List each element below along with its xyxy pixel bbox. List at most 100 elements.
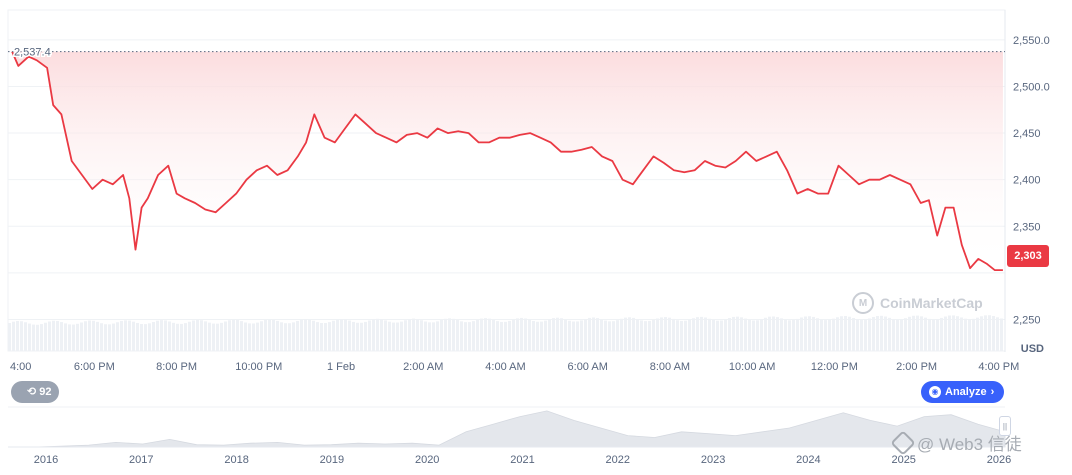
volume-bar	[316, 322, 319, 351]
analyze-label: Analyze	[945, 386, 987, 398]
volume-bar	[536, 321, 539, 351]
volume-bar	[476, 319, 479, 351]
volume-bar	[492, 319, 495, 351]
y-tick-label: 2,550.0	[1013, 35, 1050, 47]
overview-x-label: 2021	[510, 454, 534, 466]
volume-bar	[52, 320, 55, 351]
volume-bar	[388, 321, 391, 351]
volume-bar	[420, 320, 423, 351]
volume-bar	[348, 320, 351, 351]
chevron-right-icon: ›	[990, 386, 995, 398]
volume-bar	[884, 316, 887, 351]
volume-bar	[544, 320, 547, 351]
volume-bar	[24, 322, 27, 351]
volume-bar	[204, 321, 207, 351]
volume-bar	[908, 316, 911, 351]
volume-bar	[68, 324, 71, 351]
volume-bar	[564, 319, 567, 351]
analyze-button[interactable]: ◉ Analyze ›	[921, 381, 1005, 403]
volume-bar	[228, 320, 231, 351]
volume-bar	[736, 316, 739, 351]
volume-bar	[408, 319, 411, 351]
volume-bar	[980, 316, 983, 351]
volume-bar	[360, 322, 363, 351]
reference-line-layer: 2,537.4	[8, 45, 1005, 60]
y-tick-label: 2,250	[1013, 314, 1041, 326]
volume-bar	[208, 322, 211, 351]
price-line-layer	[11, 51, 1003, 271]
volume-bar	[828, 319, 831, 351]
volume-bar	[16, 320, 19, 351]
volume-bar	[636, 319, 639, 351]
volume-bar	[860, 319, 863, 351]
volume-bar	[796, 318, 799, 351]
reference-line-label: 2,537.4	[14, 47, 51, 59]
volume-bar	[876, 316, 879, 351]
overview-x-label: 2022	[606, 454, 630, 466]
volume-bar	[768, 316, 771, 351]
volume-bar	[472, 321, 475, 351]
volume-bar	[36, 324, 39, 351]
range-handle[interactable]: ||	[999, 416, 1011, 436]
volume-bar	[444, 318, 447, 351]
volume-bar	[840, 316, 843, 351]
volume-bar	[720, 320, 723, 351]
volume-bar	[324, 323, 327, 351]
volume-bar	[104, 324, 107, 351]
volume-bar	[576, 321, 579, 351]
volume-bar	[292, 322, 295, 351]
range-badge[interactable]: ⟲ 92	[11, 381, 60, 403]
volume-bar	[664, 317, 667, 351]
volume-bar	[844, 316, 847, 351]
volume-bar	[192, 320, 195, 351]
volume-bar	[692, 318, 695, 351]
volume-bar	[8, 323, 11, 351]
volume-bar	[668, 317, 671, 351]
volume-bar	[560, 318, 563, 351]
volume-bar	[256, 322, 259, 351]
volume-bar	[624, 317, 627, 351]
volume-bar	[220, 322, 223, 351]
volume-bar	[940, 317, 943, 351]
volume-bar	[848, 316, 851, 351]
volume-bar	[88, 320, 91, 351]
x-tick-label: 2:00 PM	[896, 361, 937, 373]
volume-bar	[20, 321, 23, 351]
volume-bar	[600, 319, 603, 351]
volume-bar	[792, 320, 795, 351]
volume-bar	[320, 322, 323, 351]
volume-bar	[996, 317, 999, 351]
volume-bar	[312, 320, 315, 351]
volume-bar	[196, 319, 199, 351]
volume-bar	[164, 320, 167, 351]
volume-bar	[548, 319, 551, 351]
volume-bar	[460, 321, 463, 351]
volume-bar	[756, 320, 759, 351]
volume-bar	[92, 320, 95, 351]
volume-bar	[556, 317, 559, 351]
volume-bar	[724, 319, 727, 351]
volume-bar	[508, 320, 511, 351]
volume-bar	[352, 321, 355, 351]
volume-bar	[684, 320, 687, 351]
volume-bar	[716, 320, 719, 351]
volume-bar	[920, 316, 923, 351]
overview-x-label: 2017	[129, 454, 153, 466]
volume-bar	[264, 320, 267, 351]
volume-bar	[480, 318, 483, 351]
volume-bar	[672, 318, 675, 351]
volume-bar	[300, 319, 303, 351]
x-tick-label: 1 Feb	[327, 361, 355, 373]
coinmarketcap-watermark: M CoinMarketCap	[852, 292, 983, 314]
volume-bar	[976, 317, 979, 351]
volume-bar	[280, 322, 283, 351]
volume-bar	[896, 319, 899, 351]
volume-bar	[820, 319, 823, 351]
volume-bar	[584, 319, 587, 351]
volume-bar	[380, 319, 383, 351]
volume-bar	[880, 315, 883, 351]
volume-bar	[428, 322, 431, 351]
overview-navigator[interactable]: 2016 2017 2018 2019 2020 2021 2022 2023 2024 2025…	[8, 406, 1011, 466]
volume-bar	[816, 318, 819, 351]
volume-bar	[540, 321, 543, 351]
